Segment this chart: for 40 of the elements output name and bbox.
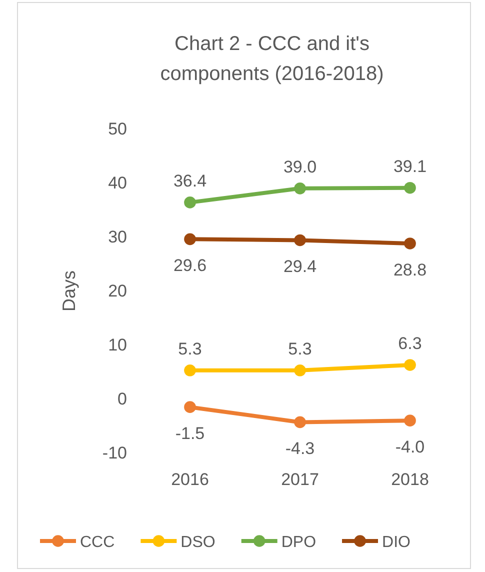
y-tick-label: 40 xyxy=(108,173,127,192)
point xyxy=(404,359,416,371)
legend-label: DIO xyxy=(382,534,410,551)
data-label: 39.0 xyxy=(283,157,317,176)
y-axis-title: Days xyxy=(59,270,79,312)
x-tick-label: 2018 xyxy=(391,470,429,490)
data-label: -1.5 xyxy=(175,424,205,444)
legend-label: DSO xyxy=(180,534,216,551)
point xyxy=(294,234,306,246)
legend-label: DPO xyxy=(281,534,316,551)
x-tick-label: 2016 xyxy=(171,470,209,490)
y-tick-label: 0 xyxy=(118,389,127,408)
y-tick-label: 30 xyxy=(108,227,127,246)
y-tick-label: 20 xyxy=(108,281,127,300)
data-label: 28.8 xyxy=(393,260,427,280)
point xyxy=(184,364,196,376)
data-label: 5.3 xyxy=(288,339,312,358)
point xyxy=(404,182,416,194)
y-tick-label: -10 xyxy=(102,443,127,462)
point xyxy=(184,196,196,208)
chart-title: Chart 2 - CCC and it's components (2016-2018) xyxy=(160,33,384,85)
point xyxy=(184,401,196,414)
x-tick-label: 2017 xyxy=(281,470,319,490)
data-label: 29.4 xyxy=(283,257,317,276)
data-label: -4.0 xyxy=(395,438,425,457)
data-label: 5.3 xyxy=(178,339,202,358)
data-label: -4.3 xyxy=(285,439,315,458)
data-label: 6.3 xyxy=(398,334,422,353)
point xyxy=(294,416,306,428)
data-label: 39.1 xyxy=(393,156,427,176)
point xyxy=(294,364,306,376)
data-label: 36.4 xyxy=(173,171,207,190)
data-label: 29.6 xyxy=(173,256,207,276)
point xyxy=(184,233,196,246)
legend-label: CCC xyxy=(80,534,115,551)
point xyxy=(404,414,416,427)
point xyxy=(404,238,416,250)
point xyxy=(294,182,306,194)
y-tick-label: 10 xyxy=(108,335,127,354)
y-tick-label: 50 xyxy=(108,119,127,138)
